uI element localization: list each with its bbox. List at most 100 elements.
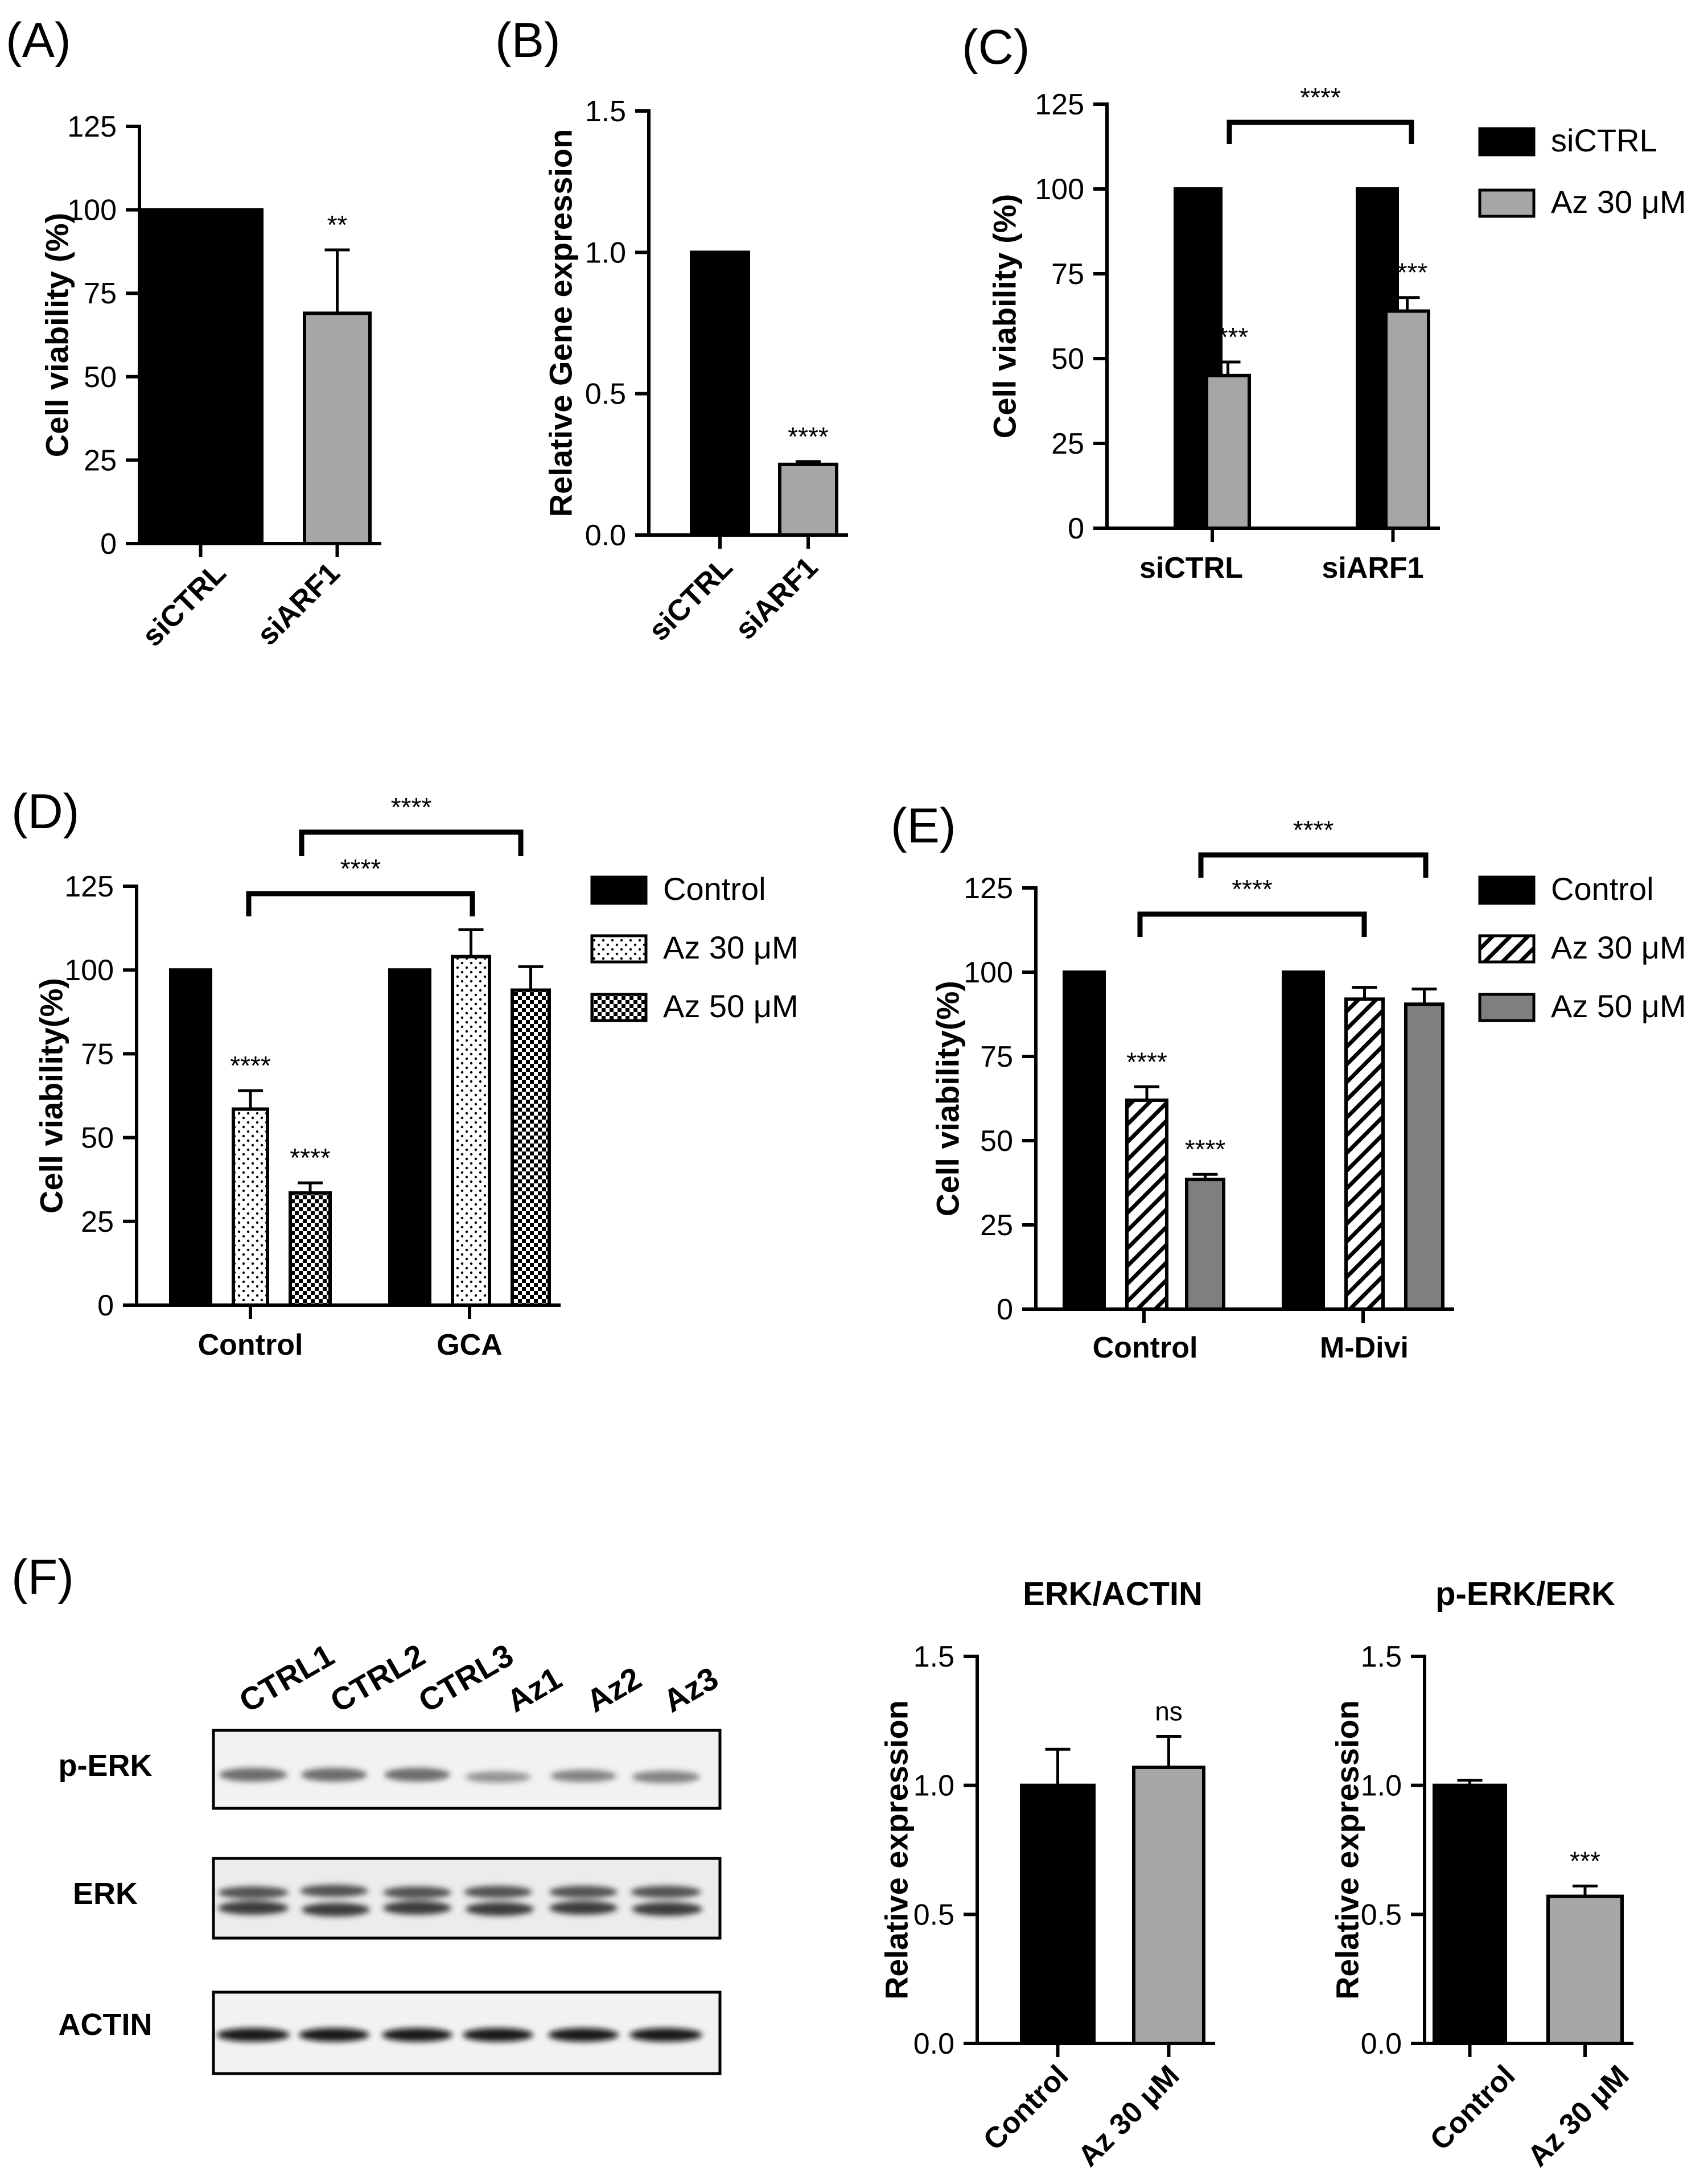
chart-panel-f-erk-actin: 0.0 0.5 1.0 1.5 Relative expression ERK/ACTIN…: [879, 1576, 1215, 2173]
legend-label: Az 30 μM: [1551, 929, 1686, 965]
y-tick-label: 125: [1035, 88, 1084, 121]
bar: [1404, 1002, 1444, 1311]
y-tick-label: 100: [64, 954, 114, 987]
y-tick-label: 125: [67, 110, 117, 143]
y-axis-label: Cell viability(%): [34, 978, 69, 1214]
x-tick-label: Control: [198, 1329, 303, 1362]
y-tick-label: 50: [84, 361, 117, 394]
bracket-label: ****: [391, 792, 432, 822]
y-tick-label: 0.5: [585, 378, 626, 411]
legend-swatch: [590, 934, 648, 964]
bar: [1344, 997, 1385, 1311]
y-tick-label: 100: [1035, 173, 1084, 206]
panel-label-a: (A): [6, 13, 71, 68]
x-tick-label: Control: [977, 2059, 1075, 2157]
y-tick-label: 0.0: [913, 2027, 954, 2060]
y-tick-label: 50: [1051, 343, 1084, 376]
bar: [1282, 970, 1325, 1311]
blot-row-label: p-ERK: [59, 1749, 153, 1783]
y-tick-label: 125: [64, 870, 114, 903]
y-axis-label: Relative expression: [1330, 1700, 1365, 2000]
legend-label: Az 50 μM: [663, 988, 799, 1024]
y-tick-label: 1.0: [913, 1770, 954, 1803]
x-tick-label: Az 30 μM: [1521, 2059, 1635, 2173]
panel-label-e: (E): [891, 799, 956, 853]
legend-label: Control: [1551, 871, 1654, 907]
chart-title: ERK/ACTIN: [1023, 1576, 1203, 1613]
bracket-label: ****: [1232, 874, 1273, 904]
significance-bracket: [246, 891, 475, 916]
bar: [690, 250, 750, 537]
blot-lane-label: CTRL3: [413, 1637, 520, 1720]
bar: [1205, 373, 1251, 530]
bar: [1185, 1178, 1225, 1311]
y-tick-label: 75: [81, 1038, 114, 1071]
y-tick-label: 100: [964, 956, 1013, 989]
legend-label: siCTRL: [1551, 122, 1657, 158]
legend-swatch: [1478, 934, 1536, 964]
y-tick-label: 0.5: [913, 1898, 954, 1931]
bar: [388, 968, 431, 1307]
chart-panel-d: 0 25 50 75 100 125 Cell viability(%) **** **** Co…: [34, 792, 799, 1362]
significance-label: **: [327, 210, 348, 240]
y-axis-label: Cell viability (%): [987, 194, 1023, 438]
blot-lane-label: CTRL2: [324, 1637, 431, 1720]
y-tick-label: 75: [84, 277, 117, 310]
significance-label: ****: [1126, 1047, 1167, 1076]
bracket-label: ****: [340, 854, 381, 883]
y-tick-label: 1.0: [1361, 1770, 1402, 1803]
bar: [778, 462, 838, 537]
significance-bracket: [1137, 911, 1367, 937]
chart-panel-a: 0 25 50 75 100 125 Cell viability (%) ** siCTRL s…: [39, 110, 381, 653]
y-tick-label: 0: [1068, 512, 1084, 545]
y-tick-label: 1.5: [585, 95, 626, 128]
bar: [1132, 1765, 1205, 2046]
legend-swatch: [1478, 993, 1536, 1022]
y-axis-label: Cell viability (%): [39, 213, 75, 457]
bar: [303, 311, 372, 545]
blot-lane-label: Az2: [581, 1660, 648, 1719]
y-tick-label: 1.0: [585, 236, 626, 269]
legend-label: Az 50 μM: [1551, 988, 1686, 1024]
y-tick-label: 1.5: [1361, 1640, 1402, 1673]
blot-lane-label: CTRL1: [233, 1637, 340, 1720]
significance-label: ns: [1155, 1697, 1183, 1726]
blot-lane-label: Az3: [657, 1660, 725, 1719]
y-tick-label: 25: [81, 1206, 114, 1239]
x-tick-label: GCA: [437, 1329, 503, 1362]
legend-swatch: [1478, 188, 1536, 218]
y-tick-label: 0.5: [1361, 1898, 1402, 1931]
y-tick-label: 100: [67, 194, 117, 227]
panel-label-b: (B): [495, 13, 561, 68]
significance-bracket: [1198, 852, 1429, 878]
panel-label-f: (F): [11, 1550, 74, 1605]
significance-label: ****: [290, 1143, 331, 1173]
x-tick-label: siARF1: [251, 556, 347, 652]
y-tick-label: 0: [997, 1293, 1013, 1326]
bar: [289, 1191, 332, 1307]
x-tick-label: Az 30 μM: [1072, 2059, 1186, 2173]
significance-label: ****: [1185, 1134, 1226, 1164]
y-axis-label: Cell viability(%): [930, 981, 966, 1216]
blot-row-label: ERK: [73, 1877, 138, 1911]
significance-label: ****: [1387, 258, 1428, 287]
y-tick-label: 25: [1051, 427, 1084, 460]
y-axis-label: Relative Gene expression: [543, 129, 579, 517]
bracket-label: ****: [1293, 815, 1334, 845]
bar: [511, 988, 551, 1307]
legend-swatch: [1478, 875, 1536, 905]
y-tick-label: 0: [100, 528, 117, 561]
bar: [232, 1107, 269, 1307]
x-tick-label: siARF1: [1322, 552, 1423, 585]
bar: [451, 955, 491, 1307]
bar: [1433, 1783, 1507, 2046]
blot-row-label: ACTIN: [59, 2008, 153, 2042]
western-blot: CTRL1 CTRL2 CTRL3 Az1 Az2 Az3 p-ERK ERK …: [59, 1637, 725, 2075]
legend-swatch: [1478, 127, 1536, 157]
panel-label-c: (C): [962, 20, 1030, 75]
x-tick-label: siARF1: [729, 550, 825, 646]
legend-label: Control: [663, 871, 766, 907]
x-tick-label: M-Divi: [1320, 1331, 1409, 1364]
significance-bracket: [1227, 120, 1414, 144]
